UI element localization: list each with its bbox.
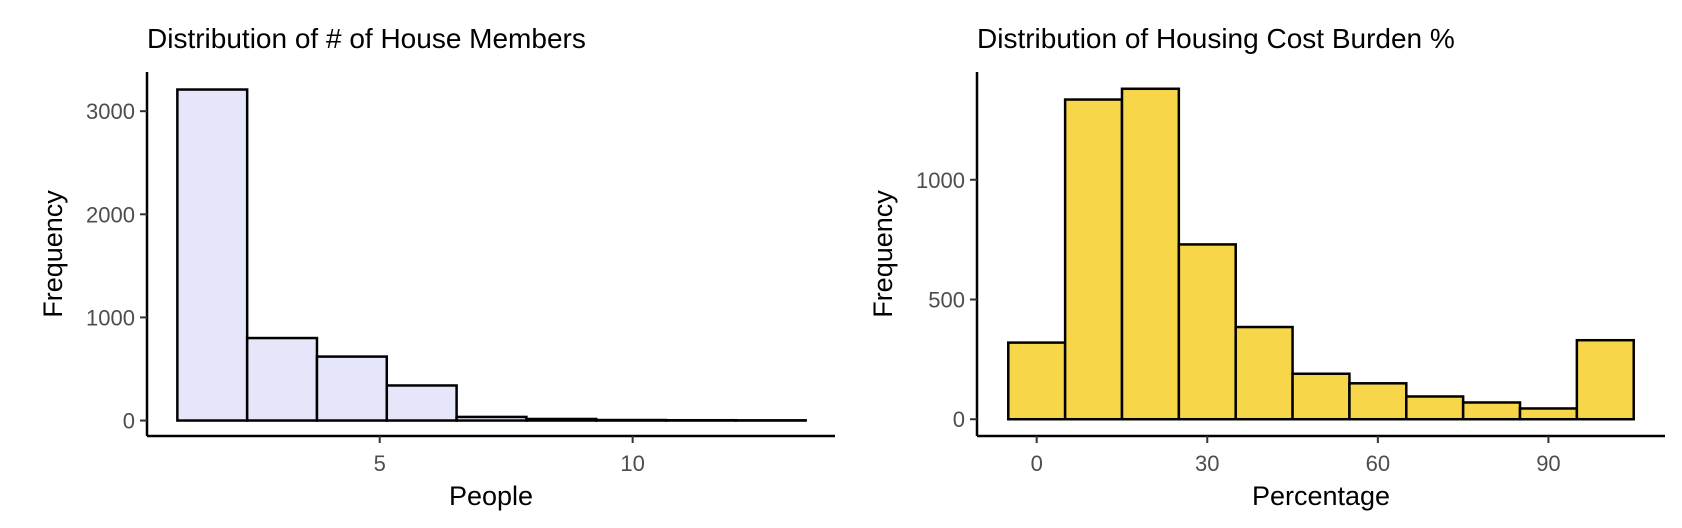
- histogram-bar: [455, 415, 528, 422]
- histogram-bar: [525, 417, 598, 422]
- histogram-bar: [1177, 243, 1237, 421]
- x-tick-label: 10: [620, 451, 644, 476]
- y-tick-label: 1000: [86, 305, 135, 330]
- histogram-bar: [1007, 341, 1067, 421]
- y-tick-label: 2000: [86, 202, 135, 227]
- histogram-bar: [1348, 382, 1408, 421]
- chart-title: Distribution of # of House Members: [147, 23, 586, 54]
- histogram-bar: [315, 355, 389, 422]
- housing-cost-burden-histogram: Distribution of Housing Cost Burden % 0 50…: [868, 23, 1665, 511]
- x-tick-label: 90: [1536, 451, 1560, 476]
- x-tick-label: 60: [1366, 451, 1390, 476]
- y-tick-label: 0: [123, 409, 135, 434]
- histogram-bar: [385, 384, 458, 422]
- histogram-bar: [245, 336, 319, 422]
- y-tick-label: 1000: [916, 168, 965, 193]
- histogram-bar: [1461, 401, 1522, 421]
- x-tick-label: 5: [374, 451, 386, 476]
- chart-title: Distribution of Housing Cost Burden %: [977, 23, 1455, 54]
- y-axis-label: Frequency: [868, 190, 898, 318]
- house-members-histogram: Distribution of # of House Members 0 1000 2…: [38, 23, 835, 511]
- x-axis-label: People: [449, 481, 533, 511]
- y-tick-label: 500: [928, 288, 965, 313]
- y-tick-label: 3000: [86, 99, 135, 124]
- histogram-bar: [594, 418, 668, 422]
- y-tick-label: 0: [953, 407, 965, 432]
- histogram-bar: [1291, 372, 1351, 421]
- histogram-bar: [1234, 325, 1294, 421]
- histogram-bar: [1120, 87, 1181, 421]
- histogram-bar: [176, 88, 249, 422]
- x-tick-label: 0: [1031, 451, 1043, 476]
- histogram-bar: [1405, 395, 1465, 421]
- y-axis-label: Frequency: [38, 190, 68, 318]
- histogram-bar: [1518, 407, 1579, 421]
- histogram-bar: [1063, 98, 1124, 421]
- x-axis-label: Percentage: [1252, 481, 1390, 511]
- x-tick-label: 30: [1195, 451, 1219, 476]
- histogram-bar: [1575, 338, 1635, 421]
